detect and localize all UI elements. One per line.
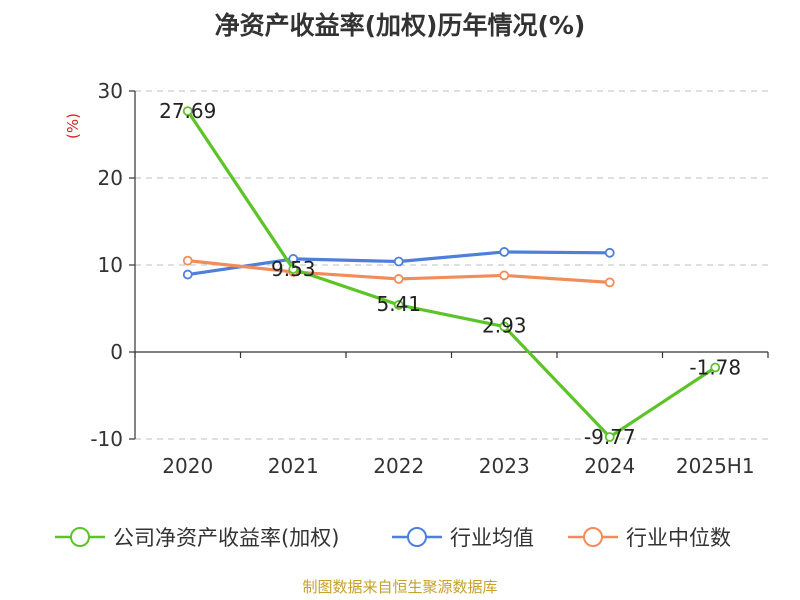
series-line (186, 110, 717, 439)
data-point (604, 277, 615, 288)
y-tick-label: 20 (98, 166, 123, 190)
legend: 公司净资产收益率(加权) 行业均值 行业中位数 (55, 526, 731, 550)
series-lines (182, 106, 721, 442)
legend-marker (407, 527, 427, 547)
data-point (499, 247, 510, 257)
y-tick-label: 10 (98, 253, 123, 277)
x-tick-label: 2024 (584, 454, 635, 478)
data-point (182, 255, 193, 266)
data-label: 5.41 (376, 292, 421, 316)
y-tick-label: -10 (90, 427, 123, 451)
legend-label: 公司净资产收益率(加权) (113, 526, 339, 550)
data-point (604, 247, 615, 258)
x-tick-label: 2020 (162, 454, 213, 478)
data-point (288, 264, 299, 274)
y-tick-label: 30 (98, 79, 123, 103)
data-point (710, 362, 721, 373)
data-point (393, 256, 404, 267)
axes: 30 20 10 0 -10 2020 2021 2022 2023 2024 2025H1 (90, 79, 769, 478)
data-point (499, 270, 510, 281)
data-source-note: 制图数据来自恒生聚源数据库 (302, 578, 498, 596)
legend-marker (583, 527, 603, 547)
chart-title: 净资产收益率(加权)历年情况(%) (214, 11, 586, 40)
y-axis-unit-label: (%) (64, 113, 82, 139)
y-tick-label: 0 (110, 340, 123, 364)
legend-marker (70, 527, 90, 547)
data-label: 27.69 (159, 99, 216, 123)
data-point (604, 432, 615, 442)
x-tick-label: 2025H1 (676, 454, 755, 478)
legend-label: 行业中位数 (626, 526, 731, 550)
legend-label: 行业均值 (450, 526, 534, 550)
data-point (182, 106, 193, 116)
data-label: 9.53 (271, 257, 316, 281)
data-point (393, 300, 404, 310)
data-point (182, 269, 193, 280)
x-tick-label: 2021 (268, 454, 319, 478)
data-point (393, 274, 404, 284)
data-point (499, 321, 510, 332)
x-tick-label: 2023 (479, 454, 530, 478)
data-label: -9.77 (584, 425, 636, 449)
data-labels: 27.69 9.53 5.41 2.93 -9.77 -1.78 (159, 99, 741, 449)
x-tick-label: 2022 (373, 454, 424, 478)
data-point (288, 254, 299, 264)
data-label: -1.78 (689, 355, 741, 379)
data-label: 2.93 (482, 314, 527, 338)
